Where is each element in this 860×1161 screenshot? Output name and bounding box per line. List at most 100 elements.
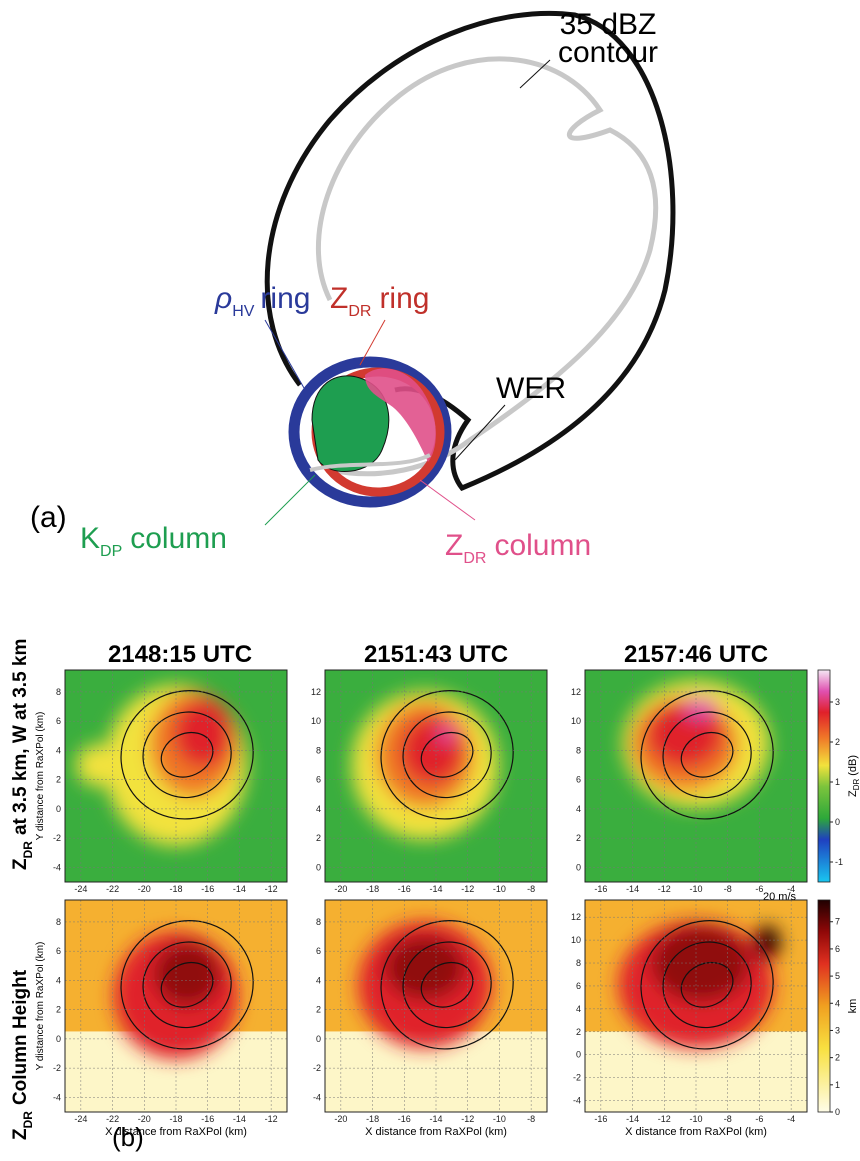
x-tick-label: -20 — [138, 884, 151, 894]
contour — [380, 690, 514, 820]
rhohv-label: ρHV ring — [214, 282, 310, 320]
x-tick-label: -8 — [527, 884, 535, 894]
colorbar — [817, 669, 831, 883]
x-tick-label: -12 — [265, 1114, 278, 1124]
x-tick-label: -20 — [138, 1114, 151, 1124]
x-tick-label: -18 — [366, 884, 379, 894]
column-title: 2151:43 UTC — [364, 641, 508, 668]
colorbar-tick-label: 0 — [835, 817, 840, 827]
colorbar-tick-label: 6 — [835, 944, 840, 954]
echo — [753, 925, 781, 960]
pointer — [419, 479, 476, 521]
y-tick-label: -2 — [53, 1063, 61, 1073]
y-tick-label: -4 — [53, 862, 61, 872]
contour — [120, 920, 254, 1050]
x-tick-label: -16 — [398, 1114, 411, 1124]
x-tick-label: -18 — [169, 884, 182, 894]
colorbar-symbol: Z — [847, 790, 859, 797]
x-tick-label: -10 — [493, 884, 506, 894]
x-tick-label: -8 — [724, 884, 732, 894]
y-tick-label: 0 — [576, 862, 581, 872]
y-tick-label: 2 — [576, 833, 581, 843]
map-panel: -16 -14 -12 -10 -8 -6 -4 -4 -2 0 2 4 6 8 10 12 X distanc… — [571, 899, 808, 1138]
y-tick-label: 0 — [316, 862, 321, 872]
panel-frame — [64, 669, 288, 883]
x-tick-label: -22 — [106, 1114, 119, 1124]
zdr-blob — [365, 368, 436, 462]
colorbar-tick-label: 7 — [835, 917, 840, 927]
panel-frame — [324, 899, 548, 1113]
y-tick-label: 0 — [316, 1034, 321, 1044]
contour — [680, 731, 734, 778]
contour — [402, 711, 492, 799]
x-axis-label: X distance from RaXPol (km) — [105, 1126, 247, 1138]
blobs — [351, 691, 499, 840]
rhohv-ring — [288, 356, 452, 508]
colorbar-tick-label: 0 — [835, 1107, 840, 1117]
x-tick-label: -20 — [334, 884, 347, 894]
contour — [640, 690, 774, 820]
echo — [384, 936, 465, 1000]
contour — [142, 711, 232, 799]
schematic: 35 dBZ contour ρHV ring ZDR ring WER KDP co… — [30, 8, 676, 567]
blobs — [358, 921, 492, 1049]
y-tick-label: 12 — [571, 912, 581, 922]
map-panel: -16 -14 -12 -10 -8 -6 -4 0 2 4 6 8 10 12 — [571, 669, 808, 894]
y-tick-label: 4 — [56, 975, 61, 985]
panel-label: (b) — [112, 1122, 144, 1152]
y-tick-label: -4 — [53, 1092, 61, 1102]
contour — [420, 961, 474, 1008]
y-tick-label: -4 — [313, 1092, 321, 1102]
colorbar-tick-label: 3 — [835, 1025, 840, 1035]
wer-label: WER — [496, 372, 566, 405]
panel-frame — [584, 899, 808, 1113]
zdr-ring-label: ZDR ring — [330, 282, 429, 320]
x-tick-label: -18 — [366, 1114, 379, 1124]
echo — [153, 942, 221, 1006]
colorbar-tick-label: 3 — [835, 697, 840, 707]
x-tick-label: -24 — [74, 884, 87, 894]
contour — [662, 941, 752, 1029]
y-tick-label: 0 — [576, 1050, 581, 1060]
y-tick-label: 8 — [56, 687, 61, 697]
y-tick-label: 8 — [576, 745, 581, 755]
echo — [76, 744, 121, 787]
x-axis-label: X distance from RaXPol (km) — [625, 1126, 767, 1138]
y-tick-label: 12 — [571, 687, 581, 697]
y-tick-label: 2 — [316, 833, 321, 843]
x-tick-label: -10 — [689, 1114, 702, 1124]
contour — [380, 920, 514, 1050]
pointer — [264, 319, 309, 396]
x-tick-label: -20 — [334, 1114, 347, 1124]
y-tick-label: 12 — [311, 687, 321, 697]
colorbar-tick-label: 5 — [835, 971, 840, 981]
y-tick-label: 10 — [571, 716, 581, 726]
y-axis-label: Y distance from RaXPol (km) — [35, 942, 46, 1071]
panel-frame — [584, 669, 808, 883]
x-tick-label: -12 — [265, 884, 278, 894]
x-tick-label: -10 — [493, 1114, 506, 1124]
pointer — [519, 59, 551, 89]
contour-label: 35 dBZ — [560, 8, 657, 41]
colorbar-label: km — [847, 999, 859, 1014]
x-tick-label: -6 — [755, 1114, 763, 1124]
y-tick-label: 4 — [576, 1004, 581, 1014]
y-tick-label: -2 — [53, 833, 61, 843]
y-tick-label: -2 — [313, 1063, 321, 1073]
panel-frame — [64, 899, 288, 1113]
panel-frame — [324, 669, 548, 883]
contour — [420, 731, 474, 778]
y-tick-label: 2 — [316, 1005, 321, 1015]
y-tick-label: 4 — [316, 975, 321, 985]
y-tick-label: 6 — [56, 716, 61, 726]
x-tick-label: -16 — [594, 884, 607, 894]
pointer — [359, 319, 386, 366]
kdp-blob — [311, 375, 390, 472]
x-axis-label: X distance from RaXPol (km) — [365, 1126, 507, 1138]
x-tick-label: -16 — [398, 884, 411, 894]
x-tick-label: -16 — [201, 884, 214, 894]
blobs — [113, 931, 239, 1059]
x-tick-label: -16 — [201, 1114, 214, 1124]
